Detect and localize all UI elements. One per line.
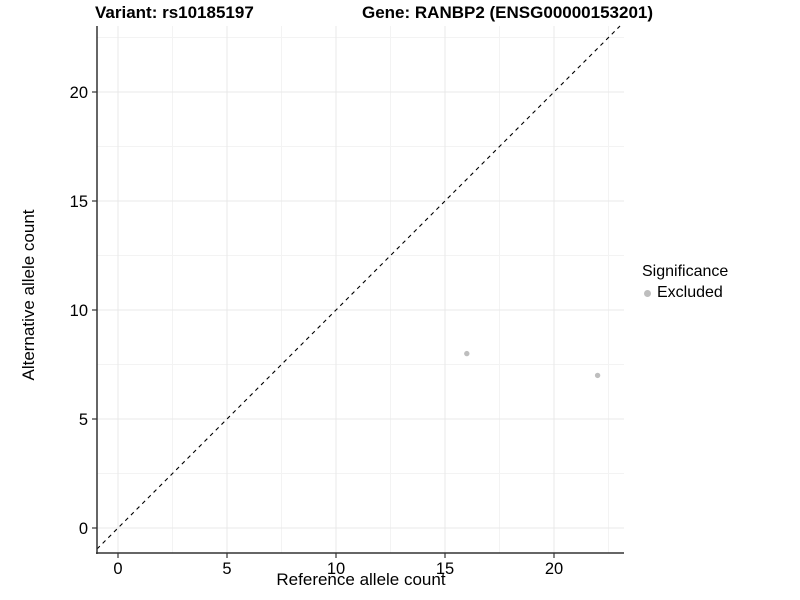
legend-item-excluded: Excluded bbox=[640, 284, 728, 302]
y-tick-label: 20 bbox=[70, 84, 88, 102]
y-tick-label: 15 bbox=[70, 193, 88, 211]
x-tick-label: 5 bbox=[222, 560, 231, 578]
legend: Significance Excluded bbox=[640, 263, 728, 302]
data-point bbox=[594, 372, 601, 379]
identity-line bbox=[96, 25, 621, 550]
x-tick-label: 0 bbox=[113, 560, 122, 578]
y-tick-label: 10 bbox=[70, 302, 88, 320]
y-tick-label: 5 bbox=[79, 411, 88, 429]
plot-title-variant: Variant: rs10185197 bbox=[95, 3, 254, 22]
y-axis-label: Alternative allele count bbox=[19, 209, 38, 381]
data-point bbox=[464, 350, 470, 357]
legend-item-label: Excluded bbox=[657, 284, 723, 301]
legend-title: Significance bbox=[642, 263, 729, 280]
x-tick-label: 20 bbox=[545, 560, 563, 578]
plot-title-gene: Gene: RANBP2 (ENSG00000153201) bbox=[362, 3, 654, 22]
x-tick-label: 15 bbox=[436, 560, 454, 578]
x-tick-label: 10 bbox=[327, 560, 345, 578]
excluded-point-icon bbox=[644, 289, 651, 297]
x-axis-label: Reference allele count bbox=[276, 570, 446, 589]
y-tick-label: 0 bbox=[79, 520, 88, 538]
